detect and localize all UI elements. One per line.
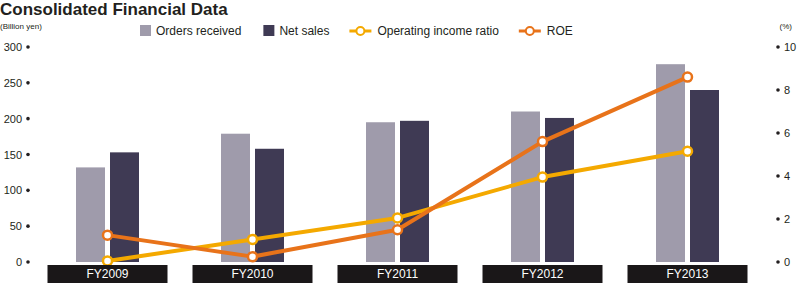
legend-label: Operating income ratio [377,24,499,38]
line [108,151,688,261]
y-tick-mark [26,260,30,264]
y-tick-label: 0 [16,256,22,268]
y-tick-label: 100 [4,184,22,196]
legend-marker [526,27,534,35]
y-tick-label: 50 [10,220,22,232]
line-marker [538,173,547,182]
legend-swatch [263,25,274,36]
y2-tick-label: 0 [784,256,790,268]
bar [690,90,719,262]
y2-tick-label: 2 [784,213,790,225]
y2-tick-mark [776,174,780,178]
category-box [48,265,168,283]
line-marker [683,73,692,82]
category-box [628,265,748,283]
y2-tick-label: 4 [784,170,790,182]
y-tick-mark [26,153,30,157]
y2-tick-label: 6 [784,127,790,139]
y-tick-label: 250 [4,77,22,89]
line-marker [538,137,547,146]
bar [366,122,395,262]
x-tick-label: FY2010 [231,267,273,281]
line-marker [683,147,692,156]
legend-swatch [140,25,151,36]
chart-title: Consolidated Financial Data [0,0,228,19]
y-tick-mark [26,81,30,85]
bar [110,152,139,262]
y-tick-mark [26,224,30,228]
plot-area [76,64,719,265]
category-box [193,265,313,283]
line-marker [103,256,112,265]
y-tick-mark [26,117,30,121]
bar [76,167,105,262]
chart-svg: Consolidated Financial Data (Billion yen)… [0,0,800,284]
line-marker [393,213,402,222]
y2-tick-mark [776,45,780,49]
y-tick-mark [26,189,30,193]
legend-marker [356,27,364,35]
x-tick-label: FY2012 [521,267,563,281]
y-tick-mark [26,45,30,49]
legend-label: Orders received [156,24,241,38]
bar [255,149,284,262]
y2-tick-mark [776,260,780,264]
y2-tick-mark [776,88,780,92]
legend-label: ROE [547,24,573,38]
category-box [483,265,603,283]
y2-tick-mark [776,131,780,135]
x-tick-label: FY2013 [666,267,708,281]
y2-tick-mark [776,217,780,221]
bar [656,64,685,262]
x-tick-label: FY2009 [86,267,128,281]
y-tick-label: 300 [4,41,22,53]
legend-label: Net sales [279,24,329,38]
y-tick-label: 150 [4,149,22,161]
y2-axis-label: (%) [780,22,793,31]
line-marker [103,231,112,240]
x-tick-label: FY2011 [377,267,418,281]
y-axis-label: (Billion yen) [0,22,42,31]
chart-container: Consolidated Financial Data (Billion yen)… [0,0,800,284]
line-marker [393,225,402,234]
y2-tick-label: 10 [784,41,796,53]
y2-tick-label: 8 [784,84,790,96]
line-marker [248,252,257,261]
line-marker [248,235,257,244]
category-box [338,265,458,283]
bar [400,121,429,262]
line [108,77,688,257]
y-tick-label: 200 [4,113,22,125]
